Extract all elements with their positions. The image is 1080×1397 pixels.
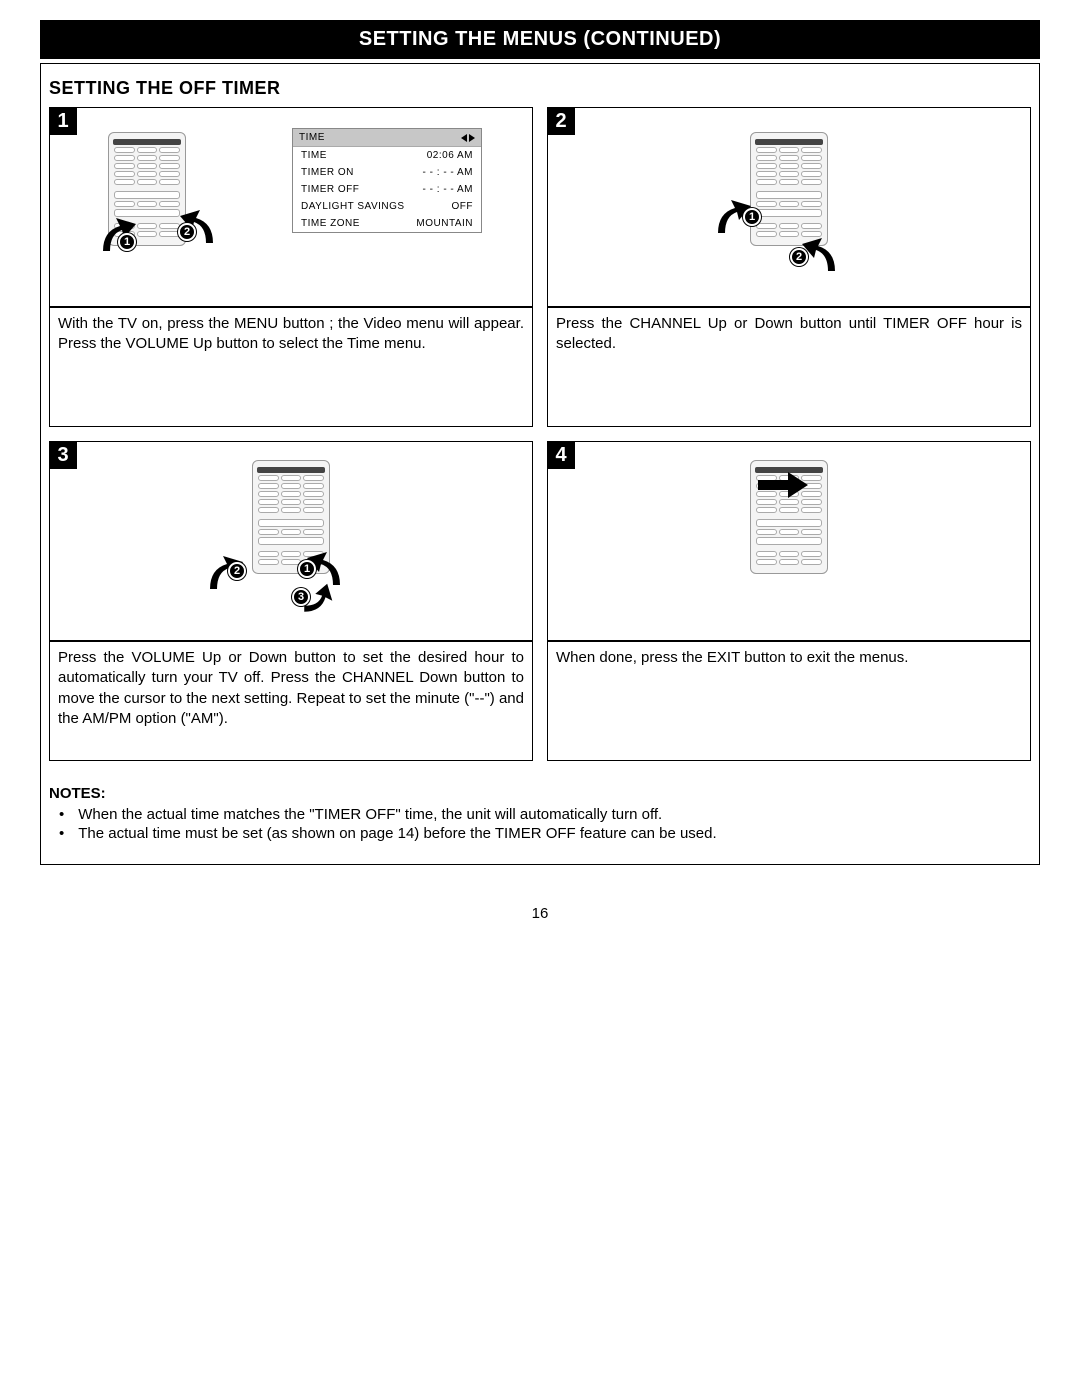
step-1-number: 1 — [49, 107, 77, 135]
callout-2: 2 — [178, 223, 196, 241]
step-3-description: Press the VOLUME Up or Down button to se… — [49, 641, 533, 761]
step-4-number: 4 — [547, 441, 575, 469]
osd-header: TIME — [293, 129, 481, 147]
osd-row-label: TIME ZONE — [301, 218, 360, 229]
callout-2: 2 — [228, 562, 246, 580]
callout-1: 1 — [118, 233, 136, 251]
osd-row-value: OFF — [452, 201, 474, 212]
osd-row: TIMER ON - - : - - AM — [293, 164, 481, 181]
osd-row-value: - - : - - AM — [423, 167, 473, 178]
osd-row-value: - - : - - AM — [423, 184, 473, 195]
steps-row-1: 1 — [49, 107, 1031, 427]
remote-control — [750, 132, 828, 246]
callout-1: 1 — [298, 560, 316, 578]
note-item: When the actual time matches the "TIMER … — [59, 806, 1031, 823]
osd-row: TIME ZONE MOUNTAIN — [293, 215, 481, 232]
osd-row-label: TIMER ON — [301, 167, 354, 178]
step-1-description: With the TV on, press the MENU button ; … — [49, 307, 533, 427]
callout-2: 2 — [790, 248, 808, 266]
osd-row: TIME 02:06 AM — [293, 147, 481, 164]
step-3: 3 2 — [49, 441, 533, 761]
osd-row-label: TIME — [301, 150, 327, 161]
osd-row: DAYLIGHT SAVINGS OFF — [293, 198, 481, 215]
osd-header-arrows-icon — [461, 134, 475, 142]
steps-row-2: 3 2 — [49, 441, 1031, 761]
osd-header-label: TIME — [299, 132, 325, 143]
step-2: 2 1 — [547, 107, 1031, 427]
osd-row: TIMER OFF - - : - - AM — [293, 181, 481, 198]
notes-list: When the actual time matches the "TIMER … — [59, 806, 1031, 842]
step-1-illustration: 1 2 TIME TIME 02:06 AM — [49, 107, 533, 307]
osd-row-value: 02:06 AM — [427, 150, 473, 161]
step-3-illustration: 2 1 3 — [49, 441, 533, 641]
note-item: The actual time must be set (as shown on… — [59, 825, 1031, 842]
callout-1: 1 — [743, 208, 761, 226]
osd-row-label: DAYLIGHT SAVINGS — [301, 201, 405, 212]
step-1: 1 — [49, 107, 533, 427]
step-4-illustration — [547, 441, 1031, 641]
notes-heading: NOTES: — [49, 785, 1031, 802]
callout-3: 3 — [292, 588, 310, 606]
osd-time-menu: TIME TIME 02:06 AM TIMER ON - - : - - AM — [292, 128, 482, 233]
step-3-number: 3 — [49, 441, 77, 469]
page-outer-border: SETTING THE OFF TIMER 1 — [40, 63, 1040, 865]
page-number: 16 — [40, 905, 1040, 922]
step-2-number: 2 — [547, 107, 575, 135]
arrow-right-icon — [758, 470, 808, 500]
section-heading: SETTING THE OFF TIMER — [49, 78, 1031, 99]
step-4: 4 — [547, 441, 1031, 761]
osd-row-value: MOUNTAIN — [416, 218, 473, 229]
step-4-description: When done, press the EXIT button to exit… — [547, 641, 1031, 761]
page-title-bar: SETTING THE MENUS (CONTINUED) — [40, 20, 1040, 59]
step-2-illustration: 1 2 — [547, 107, 1031, 307]
step-2-description: Press the CHANNEL Up or Down button unti… — [547, 307, 1031, 427]
osd-row-label: TIMER OFF — [301, 184, 359, 195]
